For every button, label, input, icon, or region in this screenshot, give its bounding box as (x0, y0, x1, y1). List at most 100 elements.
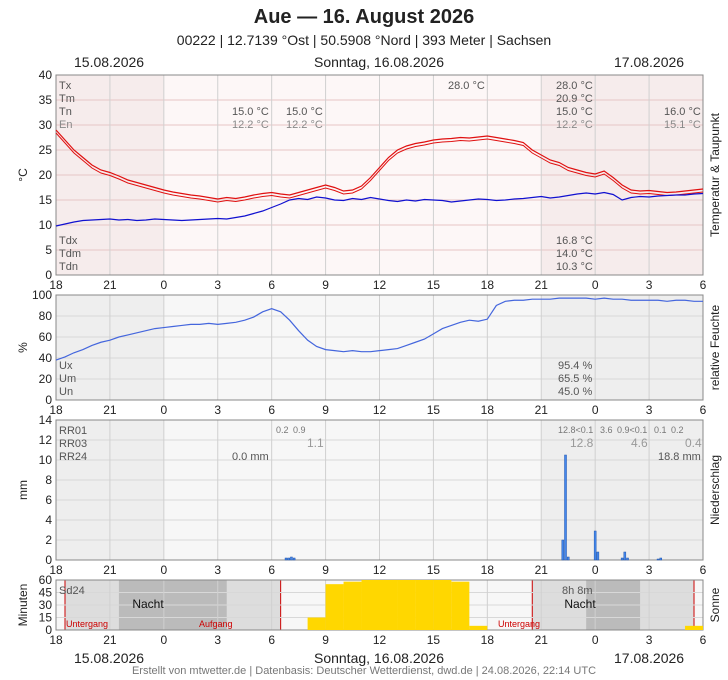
stat-value: 16.0 °C (664, 106, 701, 118)
bar (325, 584, 344, 630)
y-tick-label: 45 (39, 586, 53, 600)
stat-value: 15.0 °C (232, 106, 269, 118)
y-tick-label: 15 (39, 193, 53, 207)
y-tick-label: 20 (39, 372, 53, 386)
x-tick-label: 18 (481, 563, 495, 577)
x-tick-label: 21 (535, 633, 549, 647)
y-axis-label-right: Sonne (708, 587, 722, 622)
y-tick-label: 60 (39, 330, 53, 344)
stat-value: 15.1 °C (664, 119, 701, 131)
y-tick-label: 0 (45, 393, 52, 407)
x-tick-label: 0 (160, 563, 167, 577)
series-line (55, 129, 704, 200)
x-tick-label: 12 (373, 633, 387, 647)
stat-value: 0.4 (685, 436, 702, 450)
bar (659, 557, 663, 561)
stat-label: Tdx (59, 235, 78, 247)
x-tick-label: 18 (49, 563, 63, 577)
x-tick-label: 0 (592, 563, 599, 577)
y-tick-label: 20 (39, 168, 53, 182)
x-tick-label: 6 (700, 633, 707, 647)
bar (415, 580, 434, 630)
stat-value: 15.0 °C (286, 106, 323, 118)
bar (287, 557, 290, 561)
x-tick-label: 3 (646, 403, 653, 417)
stat-value: 18.8 mm (658, 451, 701, 463)
stat-label: Sd24 (59, 585, 85, 597)
bar (361, 580, 380, 630)
stat-label: Tm (59, 93, 75, 105)
stat-value: 16.8 °C (556, 235, 593, 247)
x-tick-label: 6 (268, 633, 275, 647)
plot-frame (55, 74, 704, 276)
x-tick-label: 12 (373, 563, 387, 577)
footer-credits: Erstellt von mtwetter.de | Datenbasis: D… (131, 665, 597, 677)
bar (620, 557, 624, 561)
x-tick-label: 18 (49, 403, 63, 417)
y-tick-label: 30 (39, 598, 53, 612)
bar (451, 581, 470, 630)
y-axis-label-right: Niederschlag (708, 455, 722, 525)
stat-value: 0.2 (671, 425, 684, 435)
x-tick-label: 21 (103, 633, 117, 647)
y-axis-label: % (16, 342, 30, 353)
stat-label: Tdm (59, 248, 81, 260)
x-tick-label: 15 (427, 633, 441, 647)
stat-value: 0.9<0.1 (617, 425, 647, 435)
x-tick-label: 12 (373, 278, 387, 292)
x-tick-label: 15 (427, 278, 441, 292)
date-center-bottom: Sonntag, 16.08.2026 (313, 650, 444, 666)
x-tick-label: 0 (160, 633, 167, 647)
x-tick-label: 3 (214, 633, 221, 647)
y-tick-label: 40 (39, 351, 53, 365)
x-tick-label: 0 (160, 403, 167, 417)
night-label: Nacht (132, 597, 164, 611)
bar (623, 551, 627, 561)
y-tick-label: 5 (45, 243, 52, 257)
stat-value: 95.4 % (558, 360, 592, 372)
stat-value: 12.8 (570, 436, 594, 450)
y-tick-label: 25 (39, 143, 53, 157)
stat-label: RR24 (59, 451, 87, 463)
x-tick-label: 3 (214, 278, 221, 292)
night-shading (541, 420, 703, 560)
stat-value: 28.0 °C (448, 80, 485, 92)
x-tick-label: 0 (592, 633, 599, 647)
bar (685, 625, 703, 630)
x-tick-label: 3 (214, 403, 221, 417)
x-tick-label: 15 (427, 403, 441, 417)
y-tick-label: 0 (45, 623, 52, 637)
bar (564, 454, 567, 561)
stat-value: 3.6 (600, 425, 613, 435)
stat-value: 65.5 % (558, 373, 592, 385)
series-line (55, 297, 703, 361)
stat-value: 0.0 mm (232, 451, 269, 463)
x-tick-label: 21 (535, 403, 549, 417)
x-tick-label: 3 (646, 278, 653, 292)
y-tick-label: 10 (39, 218, 53, 232)
stat-label: Tn (59, 106, 72, 118)
y-axis-label: Minuten (16, 584, 30, 627)
stat-value: 1.1 (307, 436, 324, 450)
bar (290, 556, 293, 561)
sunrise-label: Aufgang (199, 619, 233, 629)
x-tick-label: 18 (481, 403, 495, 417)
stat-value: 10.3 °C (556, 261, 593, 273)
stat-value: 15.0 °C (556, 106, 593, 118)
stat-value: 0.9 (293, 425, 306, 435)
x-tick-label: 6 (268, 403, 275, 417)
y-tick-label: 6 (45, 493, 52, 507)
bar (566, 556, 570, 561)
bar (379, 580, 398, 630)
stat-label: RR03 (59, 438, 87, 450)
x-tick-label: 9 (322, 563, 329, 577)
x-tick-label: 3 (214, 563, 221, 577)
y-tick-label: 10 (39, 453, 53, 467)
date-left-bottom: 15.08.2026 (74, 650, 145, 666)
bar (593, 530, 597, 561)
y-tick-label: 0 (45, 268, 52, 282)
x-tick-label: 18 (481, 278, 495, 292)
y-tick-label: 80 (39, 309, 53, 323)
x-tick-label: 6 (268, 563, 275, 577)
series-line (55, 191, 704, 227)
